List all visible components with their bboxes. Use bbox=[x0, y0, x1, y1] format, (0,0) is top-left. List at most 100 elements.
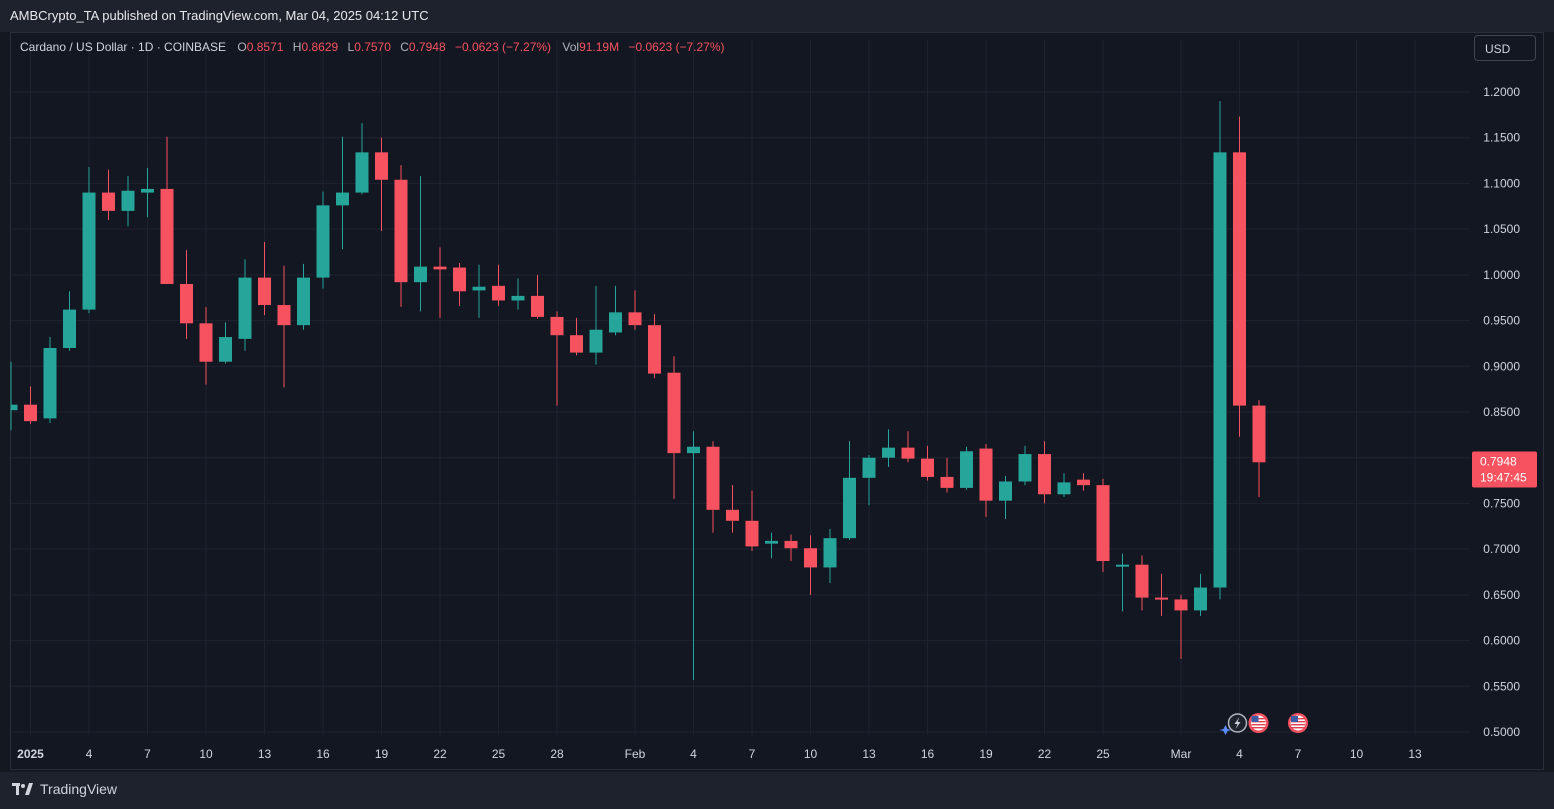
candle[interactable] bbox=[258, 241, 271, 316]
y-tick-label: 0.5000 bbox=[1483, 725, 1520, 739]
candle[interactable] bbox=[1038, 441, 1051, 504]
volume-label: Vol bbox=[562, 40, 580, 54]
x-tick-label: 22 bbox=[433, 747, 447, 761]
candle[interactable] bbox=[1233, 116, 1246, 437]
candle[interactable] bbox=[102, 169, 115, 220]
candle[interactable] bbox=[628, 290, 642, 330]
candle[interactable] bbox=[1116, 553, 1129, 612]
candle[interactable] bbox=[10, 361, 18, 431]
us-flag-event-icon[interactable] bbox=[1288, 713, 1308, 733]
candle[interactable] bbox=[999, 476, 1012, 519]
candle[interactable] bbox=[141, 167, 154, 218]
us-flag-event-icon[interactable] bbox=[1248, 713, 1269, 733]
candle[interactable] bbox=[960, 446, 973, 490]
candle[interactable] bbox=[1252, 400, 1266, 498]
candle[interactable] bbox=[121, 176, 135, 227]
lightning-event-icon[interactable] bbox=[1219, 713, 1248, 735]
candle-body bbox=[1233, 152, 1246, 406]
candle[interactable] bbox=[882, 429, 895, 467]
candle[interactable] bbox=[979, 444, 993, 518]
candle[interactable] bbox=[570, 317, 583, 356]
candle[interactable] bbox=[1077, 473, 1090, 491]
candle-body bbox=[82, 192, 96, 310]
candle[interactable] bbox=[180, 250, 193, 339]
candle[interactable] bbox=[1213, 101, 1227, 600]
candle[interactable] bbox=[804, 535, 817, 595]
y-tick-label: 1.0000 bbox=[1483, 268, 1520, 282]
candle[interactable] bbox=[24, 386, 37, 424]
candle[interactable] bbox=[472, 264, 486, 318]
candle-body bbox=[628, 312, 642, 326]
candle[interactable] bbox=[355, 123, 369, 195]
candle[interactable] bbox=[726, 485, 739, 533]
candle[interactable] bbox=[823, 529, 837, 583]
candle-body bbox=[882, 447, 895, 458]
candle-body bbox=[43, 348, 57, 419]
candle[interactable] bbox=[862, 454, 876, 506]
candle-body bbox=[24, 404, 37, 422]
candle[interactable] bbox=[1096, 478, 1110, 572]
candle[interactable] bbox=[1018, 445, 1032, 486]
candle[interactable] bbox=[199, 306, 213, 385]
open-value: 0.8571 bbox=[246, 40, 284, 54]
candle[interactable] bbox=[1194, 573, 1207, 616]
currency-button[interactable]: USD bbox=[1474, 35, 1536, 61]
candle-body bbox=[316, 205, 330, 278]
top-bar bbox=[0, 0, 1554, 32]
candle-body bbox=[765, 540, 778, 544]
candle[interactable] bbox=[433, 247, 447, 318]
candle[interactable] bbox=[901, 431, 915, 463]
candle[interactable] bbox=[492, 264, 505, 306]
candle[interactable] bbox=[1174, 594, 1188, 659]
candle[interactable] bbox=[843, 441, 856, 540]
candle-body bbox=[745, 520, 759, 547]
candle-body bbox=[609, 312, 622, 333]
high-value: 0.8629 bbox=[301, 40, 339, 54]
candle[interactable] bbox=[394, 165, 408, 307]
candle[interactable] bbox=[706, 441, 720, 533]
candle[interactable] bbox=[277, 265, 291, 388]
candle[interactable] bbox=[453, 262, 466, 306]
candle-body bbox=[1252, 405, 1266, 463]
candle[interactable] bbox=[609, 285, 622, 336]
footer-bar bbox=[0, 772, 1554, 809]
candle[interactable] bbox=[1155, 573, 1168, 616]
candle[interactable] bbox=[921, 445, 934, 481]
candle-body bbox=[453, 267, 466, 292]
candle[interactable] bbox=[414, 176, 427, 312]
candle[interactable] bbox=[82, 166, 96, 314]
candle[interactable] bbox=[531, 274, 544, 319]
candle[interactable] bbox=[765, 532, 778, 559]
candle[interactable] bbox=[336, 136, 349, 250]
candle[interactable] bbox=[316, 191, 330, 289]
symbol-description[interactable]: Cardano / US Dollar · 1D · COINBASE bbox=[20, 40, 227, 54]
candle-body bbox=[336, 192, 349, 206]
candle[interactable] bbox=[1057, 473, 1071, 498]
candle[interactable] bbox=[43, 337, 57, 423]
candle[interactable] bbox=[160, 136, 174, 284]
candle[interactable] bbox=[297, 263, 310, 330]
candle-body bbox=[63, 309, 76, 348]
candle[interactable] bbox=[589, 285, 603, 365]
candle[interactable] bbox=[219, 322, 232, 364]
candle[interactable] bbox=[63, 291, 76, 351]
last-price-value: 0.7948 bbox=[1480, 454, 1517, 468]
candle[interactable] bbox=[667, 356, 681, 499]
candle[interactable] bbox=[375, 137, 388, 231]
candle[interactable] bbox=[940, 457, 954, 493]
candle[interactable] bbox=[687, 431, 700, 680]
event-markers bbox=[1219, 713, 1308, 735]
candle[interactable] bbox=[550, 311, 564, 406]
tradingview-brand[interactable]: TradingView bbox=[12, 781, 117, 797]
candle-body bbox=[550, 316, 564, 336]
x-tick-label: 16 bbox=[316, 747, 330, 761]
candle[interactable] bbox=[745, 490, 759, 551]
candle[interactable] bbox=[238, 259, 252, 351]
x-tick-label: 28 bbox=[550, 747, 564, 761]
candle[interactable] bbox=[648, 314, 661, 379]
candle[interactable] bbox=[511, 278, 525, 310]
x-tick-label: 7 bbox=[749, 747, 756, 761]
candle[interactable] bbox=[1135, 555, 1149, 611]
candle[interactable] bbox=[784, 534, 798, 562]
